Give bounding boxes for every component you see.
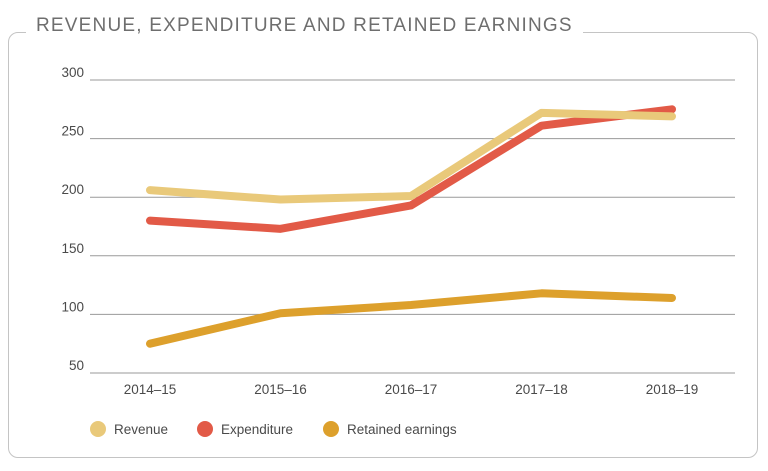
y-tick-label: 100 — [61, 299, 84, 314]
legend-swatch — [323, 421, 339, 437]
gridlines — [90, 79, 735, 374]
legend-swatch — [90, 421, 106, 437]
x-tick-label: 2014–15 — [124, 382, 177, 397]
series-line-retained-earnings — [146, 289, 676, 348]
series-line-expenditure — [146, 105, 676, 233]
x-tick-label: 2016–17 — [385, 382, 438, 397]
y-tick-label: 50 — [69, 358, 84, 373]
y-tick-label: 250 — [61, 124, 84, 139]
x-tick-label: 2017–18 — [515, 382, 568, 397]
legend: Revenue Expenditure Retained earnings — [90, 421, 457, 437]
legend-swatch — [197, 421, 213, 437]
legend-label: Revenue — [114, 422, 168, 437]
x-tick-label: 2015–16 — [254, 382, 307, 397]
y-tick-label: 150 — [61, 241, 84, 256]
legend-label: Expenditure — [221, 422, 293, 437]
x-tick-label: 2018–19 — [646, 382, 699, 397]
y-tick-label: 300 — [61, 65, 84, 80]
series-line-revenue — [146, 108, 676, 204]
x-axis-ticks: 2014–15 2015–16 2016–17 2017–18 2018–19 — [124, 382, 699, 397]
chart-title: REVENUE, EXPENDITURE AND RETAINED EARNIN… — [26, 14, 583, 38]
series-lines — [146, 105, 676, 348]
y-axis-ticks: 50 100 150 200 250 300 — [61, 65, 84, 373]
y-tick-label: 200 — [61, 182, 84, 197]
legend-label: Retained earnings — [347, 422, 457, 437]
